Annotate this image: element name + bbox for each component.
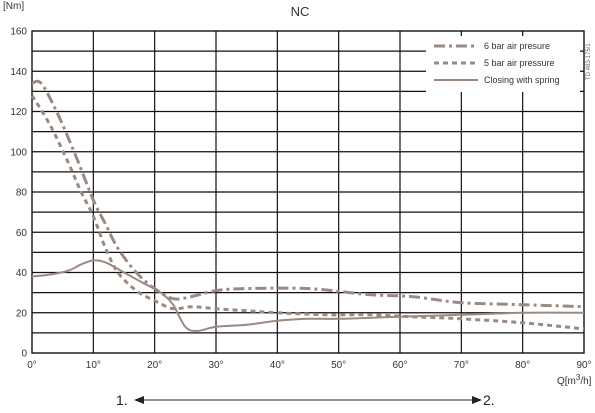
side-code: TD 483-175/1: [586, 43, 592, 80]
legend: 6 bar air presure 5 bar air pressure Closi…: [426, 36, 580, 92]
x-tick-label: 70°: [454, 360, 469, 371]
series-line-3: [31, 259, 585, 332]
x-tick-label: 30°: [208, 360, 223, 371]
y-tick-label: 20: [16, 308, 28, 319]
x-tick-label: 0°: [27, 360, 37, 371]
x-tick-label: 80°: [515, 360, 530, 371]
y-tick-label: 160: [10, 27, 27, 38]
x-tick-label: 90°: [576, 360, 591, 371]
x-tick-label: 40°: [270, 360, 285, 371]
y-axis-label: [Nm]: [3, 1, 24, 12]
x-axis-label: Q[m3/h]: [557, 373, 592, 387]
y-tick-label: 140: [10, 67, 27, 78]
range-start-label: 1.: [116, 392, 128, 408]
series-line-2: [30, 94, 585, 331]
plot-frame: [31, 30, 585, 354]
x-tick-label: 60°: [392, 360, 407, 371]
y-tick-label: 120: [10, 107, 27, 118]
x-tick-label: 10°: [86, 360, 101, 371]
legend-label-2: 5 bar air pressure: [484, 58, 555, 68]
y-tick-label: 60: [16, 228, 28, 239]
series-group: [30, 79, 585, 332]
range-end-label: 2.: [483, 392, 495, 408]
x-axis-label-sup: 3: [576, 373, 581, 382]
legend-label-1: 6 bar air presure: [484, 41, 550, 51]
legend-label-3: Closing with spring: [484, 75, 560, 85]
axes: 0 20 40 60 80 100 120 140 160 0° 10° 20° 30° 40° 50° 60…: [10, 27, 591, 372]
x-tick-label: 20°: [147, 360, 162, 371]
y-tick-label: 100: [10, 147, 27, 158]
y-tick-label: 40: [16, 268, 28, 279]
x-axis-label-suffix: /h]: [580, 376, 591, 387]
y-tick-label: 80: [16, 188, 28, 199]
y-tick-label: 0: [21, 349, 27, 360]
x-axis-label-prefix: Q[m: [557, 376, 576, 387]
chart-title: NC: [291, 4, 310, 19]
series-line-1: [31, 79, 585, 309]
x-tick-label: 50°: [331, 360, 346, 371]
range-arrow: [134, 396, 482, 404]
